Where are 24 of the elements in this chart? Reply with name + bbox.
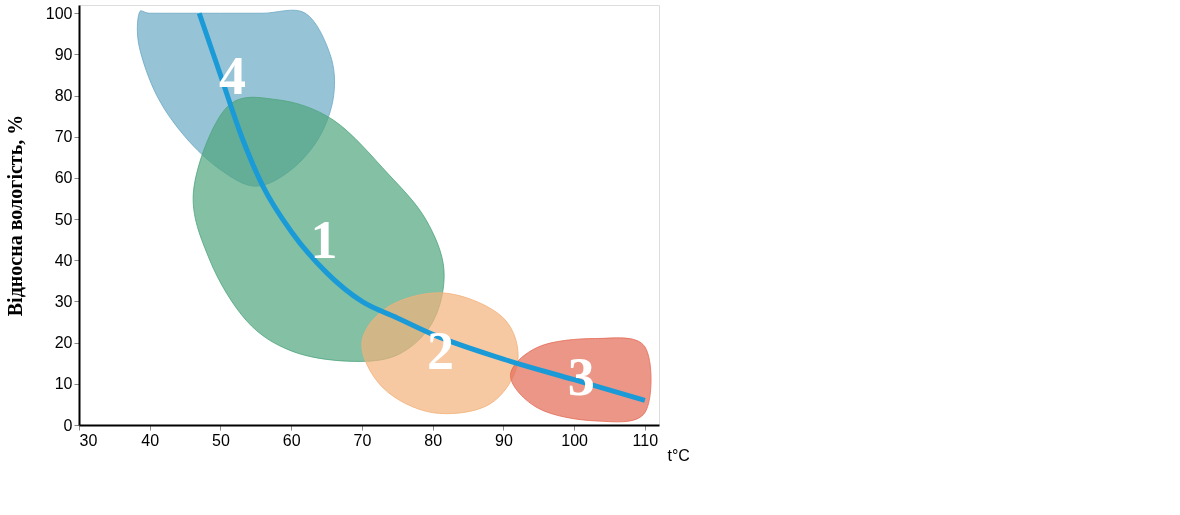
annotation: 1 [310,210,338,271]
y-tick-label: 10 [54,375,73,393]
y-tick-label: 0 [63,416,73,434]
x-tick-label: 70 [353,431,372,449]
y-tick-label: 50 [54,210,73,228]
x-tick-label: 80 [424,431,443,449]
x-tick-label: 30 [79,431,98,449]
y-tick-label: 90 [54,45,73,63]
x-tick-label: 40 [141,431,160,449]
y-tick-label: 40 [54,251,73,269]
y-tick-label: 70 [54,128,73,146]
x-tick-label: 100 [561,431,589,449]
x-tick-label: 90 [494,431,513,449]
y-tick-label: 80 [54,87,73,105]
y-tick-label: 60 [54,169,73,187]
x-tick-label: 110 [632,431,659,449]
x-tick-label: 50 [212,431,230,449]
annotation: 2 [427,321,455,382]
y-tick-label: 20 [54,334,73,352]
x-axis-title: t°C [667,446,690,464]
x-tick-label: 60 [282,431,301,449]
y-axis-title: Відносна вологість, % [3,114,26,317]
y-tick-label: 30 [54,292,73,310]
y-tick-label: 100 [45,4,73,22]
